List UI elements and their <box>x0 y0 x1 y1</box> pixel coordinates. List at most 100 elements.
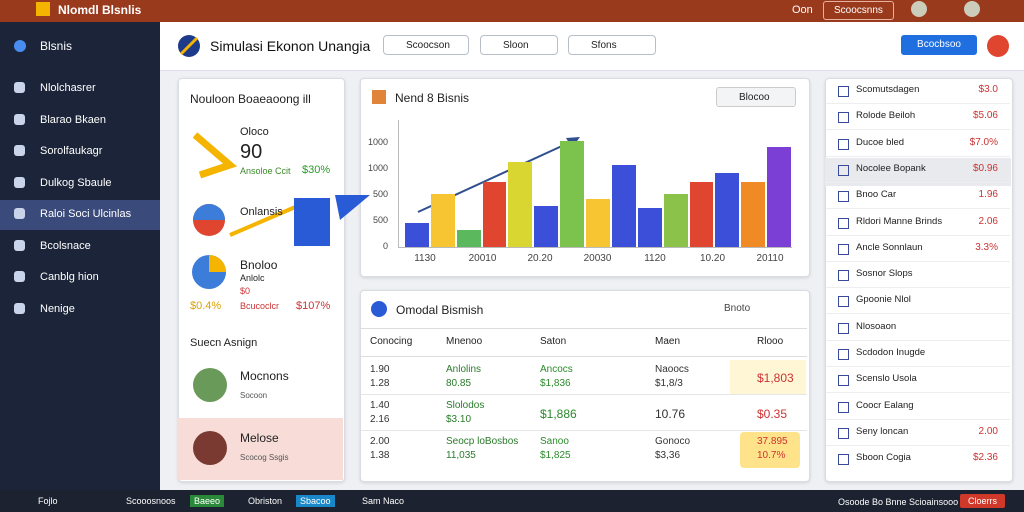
list-rule <box>826 103 1010 104</box>
taskbar-item[interactable]: Baeeo <box>190 495 225 507</box>
table-cell: Seocp loBosbos <box>446 436 519 447</box>
sidebar-item[interactable]: Raloi Soci Ulcinlas <box>40 208 132 220</box>
list-label[interactable]: Nocolee Bopank <box>856 162 926 174</box>
list-rule <box>826 313 1010 315</box>
list-label[interactable]: Sosnor Slops <box>856 268 913 280</box>
sidebar-item[interactable]: Bcolsnace <box>40 239 91 252</box>
table-cell: Gonoco <box>655 436 691 447</box>
kpi-value: 90 <box>240 141 263 163</box>
sidebar-item[interactable]: Sorolfaukagr <box>40 145 103 157</box>
table-cell: $1,825 <box>540 450 571 461</box>
dropdown[interactable]: Sloon <box>480 35 558 55</box>
taskbar-item[interactable]: Obriston <box>248 496 283 506</box>
table-cell: 37.895 <box>757 436 788 447</box>
list-rule <box>826 155 1010 157</box>
table-cell: $1,803 <box>757 371 794 385</box>
list-label[interactable]: Rolode Beiloh <box>856 110 916 122</box>
list-label[interactable]: Rldori Manne Brinds <box>856 215 943 227</box>
page-title: Simulasi Ekonon Unangia <box>210 38 371 54</box>
table-cell: 2.00 <box>370 436 390 447</box>
card-title: Nouloon Boaeaoong ill <box>190 92 311 106</box>
stat-label: Bcucoclcr <box>240 301 280 311</box>
stat: $107% <box>296 300 331 312</box>
list-label[interactable]: Gpoonie Nlol <box>856 294 911 306</box>
list-icon <box>838 375 849 387</box>
list-label[interactable]: Ancle Sonnlaun <box>856 241 923 253</box>
bar <box>611 164 636 247</box>
header-bar <box>160 22 1024 71</box>
table-rule <box>361 356 807 357</box>
table-cell: 11,035 <box>446 450 476 461</box>
kpi-sub: Ansoloe Ccit <box>240 166 291 176</box>
list-rule <box>826 366 1010 367</box>
person-name: Mocnons <box>240 369 289 383</box>
list-icon <box>838 270 849 282</box>
list-label[interactable]: Nlosoaon <box>856 320 897 332</box>
list-value: $0.96 <box>972 162 998 174</box>
sidebar-icon <box>14 208 25 219</box>
table-cell: $3.10 <box>446 414 472 425</box>
item-sub: Anlolc <box>240 273 265 283</box>
list-icon <box>838 112 849 124</box>
primary-button[interactable]: Bcocbsoo <box>901 35 977 55</box>
x-tick-label: 20030 <box>583 253 612 264</box>
sidebar-item[interactable]: Nlolchasrer <box>40 82 96 94</box>
table-cell: 1.28 <box>370 378 390 389</box>
y-tick-label: 1000 <box>367 137 388 147</box>
sidebar <box>0 22 160 490</box>
sidebar-item[interactable]: Nenige <box>40 302 75 315</box>
item-label: Onlansis <box>240 206 283 218</box>
list-rule <box>826 129 1010 131</box>
list-label[interactable]: Sboon Cogia <box>856 452 911 464</box>
taskbar-item[interactable]: Sam Naco <box>362 496 405 506</box>
sidebar-icon <box>14 271 25 282</box>
list-label[interactable]: Bnoo Car <box>856 189 897 201</box>
list-label[interactable]: Coocr Ealang <box>856 399 914 411</box>
taskbar-item[interactable]: Scooosnoos <box>126 496 176 506</box>
table-cell: $1,886 <box>540 407 577 421</box>
list-rule <box>826 392 1010 394</box>
brand: Blsnis <box>40 39 73 53</box>
x-tick-label: 20110 <box>756 253 784 264</box>
list-rule <box>826 208 1010 210</box>
taskbar-button[interactable]: Cloerrs <box>960 494 1006 508</box>
bar <box>637 207 662 247</box>
y-tick-label: 0 <box>382 241 388 251</box>
table-cell: 1.40 <box>370 400 390 411</box>
list-icon <box>838 138 849 150</box>
axis <box>398 247 792 248</box>
taskbar-item[interactable]: Fojlo <box>38 496 58 506</box>
dropdown[interactable]: Sfons <box>568 35 656 55</box>
sidebar-item[interactable]: Canblg hion <box>40 271 99 283</box>
list-icon <box>838 296 849 308</box>
sidebar-item[interactable]: Dulkog Sbaule <box>40 176 112 189</box>
table-header: Maen <box>655 336 681 347</box>
list-label[interactable]: Scdodon Inugde <box>856 347 926 358</box>
bar <box>689 181 714 247</box>
list-rule <box>826 234 1010 236</box>
table-cell: 80.85 <box>446 378 472 389</box>
table-cell: Anlolins <box>446 364 482 375</box>
sidebar-item[interactable]: Blarao Bkaen <box>40 113 107 126</box>
bar <box>767 147 791 247</box>
chart-dropdown[interactable]: Blocoo <box>716 87 796 107</box>
table-cell: Ancocs <box>540 364 573 375</box>
list-label[interactable]: Ducoe bled <box>856 136 905 148</box>
list-label[interactable]: Seny loncan <box>856 425 909 437</box>
list-icon <box>838 322 849 334</box>
top-button[interactable]: Scoocsnns <box>823 1 894 20</box>
list-label[interactable]: Scomutsdagen <box>856 84 920 95</box>
axis <box>398 120 399 247</box>
bar <box>534 205 559 247</box>
table-cell: 1.90 <box>370 364 390 375</box>
table-link[interactable]: Bnoto <box>724 303 751 314</box>
table-cell: $0.35 <box>757 407 788 421</box>
taskbar-item[interactable]: Sbacoo <box>296 495 335 507</box>
table-cell: $1,8/3 <box>655 378 683 389</box>
person-sub: Socoon <box>240 391 268 400</box>
list-rule <box>826 260 1010 262</box>
list-label[interactable]: Scenslo Usola <box>856 373 917 385</box>
dropdown[interactable]: Scoocson <box>383 35 469 55</box>
x-tick-label: 1120 <box>644 253 666 264</box>
bar <box>482 181 507 247</box>
